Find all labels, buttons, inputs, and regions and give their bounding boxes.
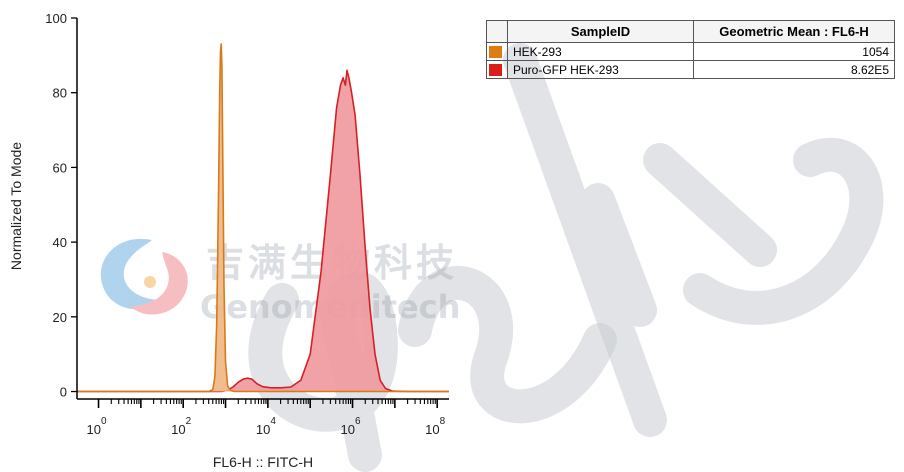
series-line-1 <box>77 69 449 393</box>
y-axis-title: Normalized To Mode <box>8 142 24 270</box>
x-ticks: 100 102 104 106 108 <box>87 399 446 437</box>
y-tick-label: 100 <box>45 11 67 26</box>
legend-swatch-hek293 <box>489 46 502 59</box>
x-tick-label: 108 <box>425 416 445 437</box>
y-ticks: 0 20 40 60 80 100 <box>45 11 77 400</box>
series-area-1 <box>77 70 449 392</box>
legend-swatch-cell <box>486 42 508 61</box>
legend-header-swatch <box>486 20 508 43</box>
x-tick-label: 104 <box>256 416 276 437</box>
series-layer <box>77 43 449 393</box>
y-tick-label: 0 <box>60 385 67 400</box>
legend-header-geomean: Geometric Mean : FL6-H <box>693 20 895 43</box>
legend-swatch-cell <box>486 60 508 79</box>
watermark-logo-icon <box>100 238 188 315</box>
y-tick-label: 60 <box>53 160 67 175</box>
legend-swatch-puro-gfp <box>489 64 502 77</box>
legend-sample-id: HEK-293 <box>507 42 694 61</box>
x-axis-title: FL6-H :: FITC-H <box>213 454 313 470</box>
x-tick-label: 106 <box>341 416 361 437</box>
x-tick-label: 100 <box>87 416 107 437</box>
legend-geomean-value: 8.62E5 <box>693 60 895 79</box>
legend-header-sampleid: SampleID <box>507 20 694 43</box>
legend-row-hek293: HEK-293 1054 <box>486 42 895 61</box>
series-line-0 <box>77 43 449 393</box>
legend-geomean-value: 1054 <box>693 42 895 61</box>
legend-sample-id: Puro-GFP HEK-293 <box>507 60 694 79</box>
y-tick-label: 80 <box>53 86 67 101</box>
x-tick-label: 102 <box>171 416 191 437</box>
legend-header-row: SampleID Geometric Mean : FL6-H <box>486 20 895 43</box>
y-tick-label: 40 <box>53 235 67 250</box>
legend-row-puro-gfp: Puro-GFP HEK-293 8.62E5 <box>486 60 895 79</box>
legend-table: SampleID Geometric Mean : FL6-H HEK-293 … <box>486 20 895 79</box>
y-tick-label: 20 <box>53 310 67 325</box>
